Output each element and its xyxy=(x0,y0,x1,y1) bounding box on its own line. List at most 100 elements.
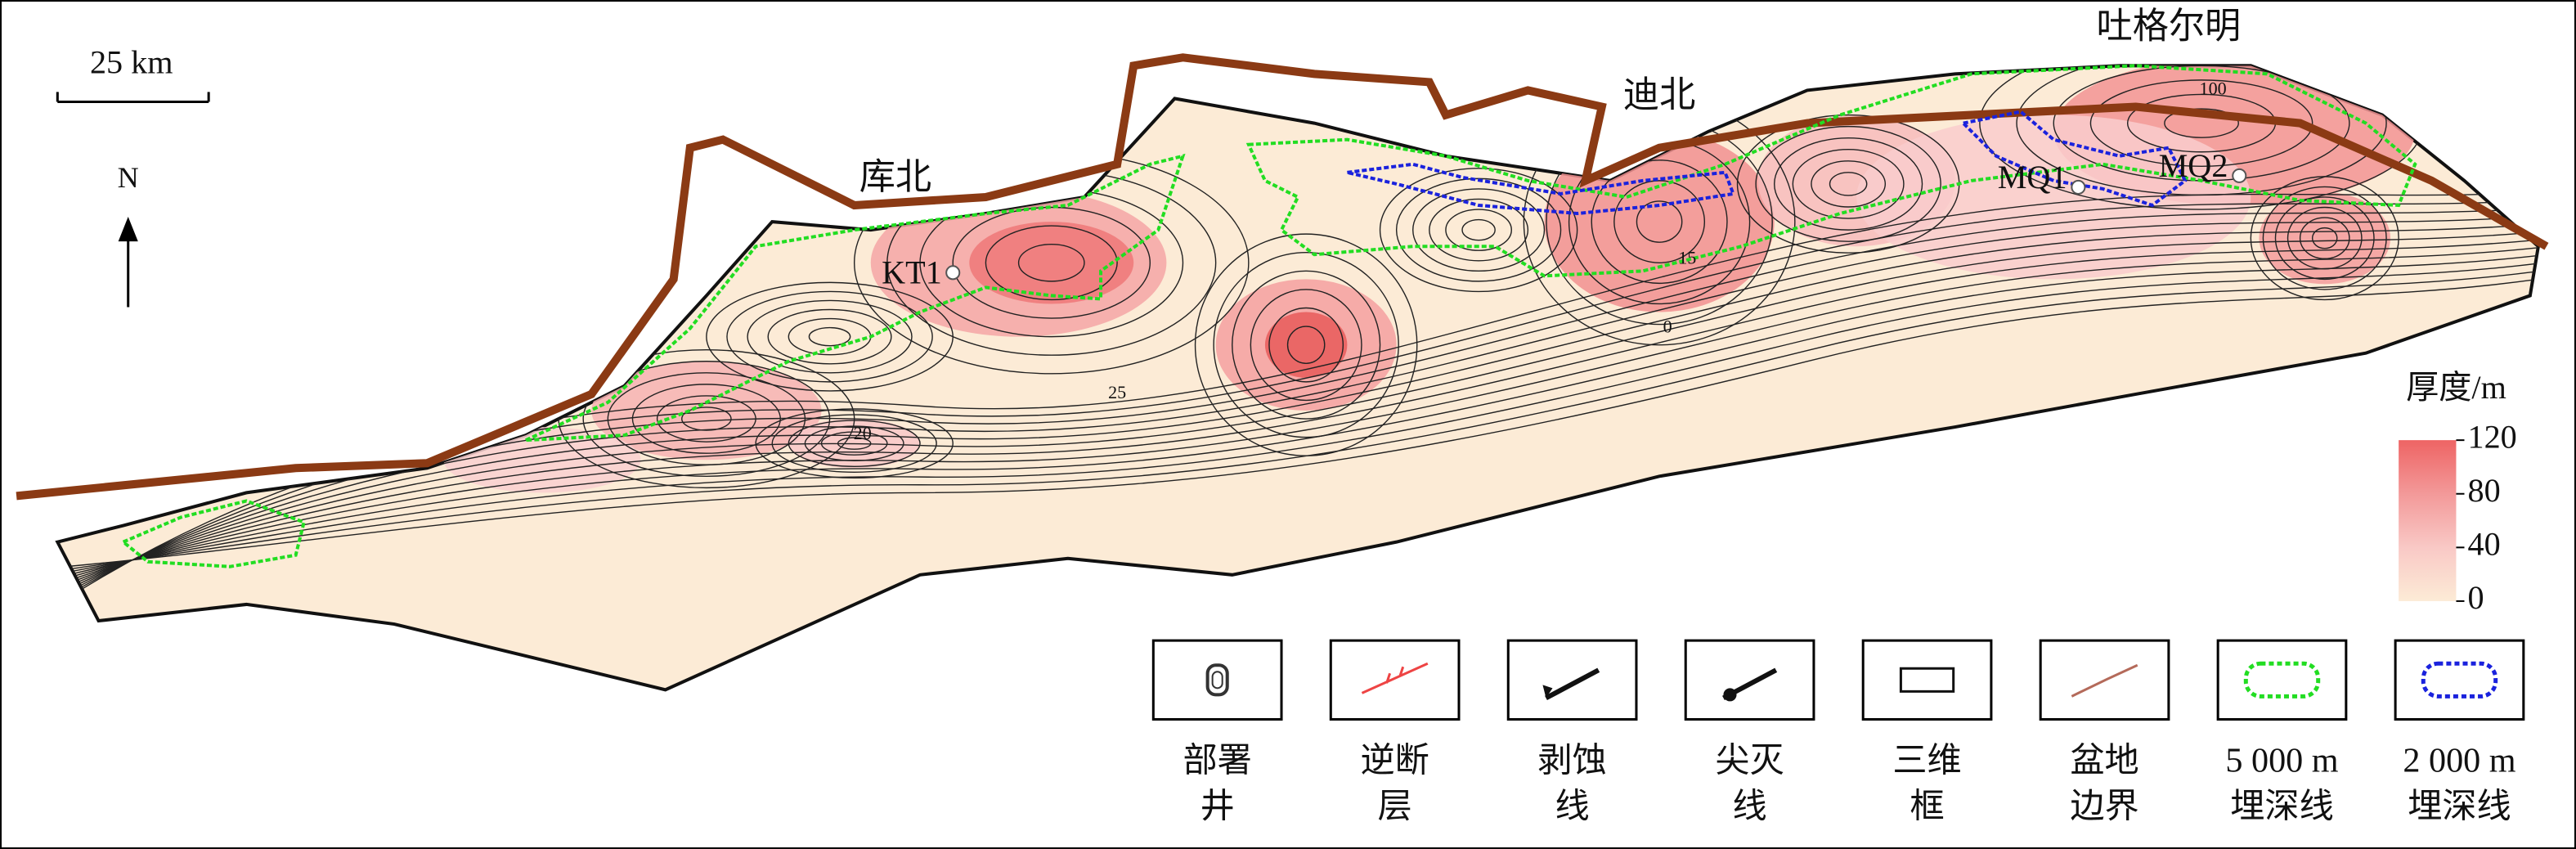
legend-label: 逆断 xyxy=(1360,741,1429,779)
contour-line xyxy=(65,278,2538,568)
legend-icon xyxy=(1542,685,1553,699)
contour-line xyxy=(755,408,954,479)
legend-label: 三维 xyxy=(1892,741,1961,779)
well-marker xyxy=(2232,168,2247,183)
contour-line xyxy=(726,290,933,383)
contour-line xyxy=(2164,108,2239,138)
contour-label: 0 xyxy=(1663,317,1672,337)
scale-label: 25 km xyxy=(90,44,173,81)
contour-label: 100 xyxy=(2200,79,2227,99)
contour-line xyxy=(1461,218,1496,241)
contour-label: 15 xyxy=(1678,247,1696,267)
place-label: 吐格尔明 xyxy=(2097,6,2242,46)
contour-line xyxy=(1811,160,1887,208)
contour-line xyxy=(1232,270,1381,420)
legend-label: 线 xyxy=(1733,788,1767,826)
contour-line xyxy=(1213,252,1399,438)
legend-icon xyxy=(1211,671,1223,690)
contour-line xyxy=(1250,289,1362,402)
contour-line xyxy=(808,326,851,347)
contour-line xyxy=(65,247,2538,579)
well-marker xyxy=(945,265,961,281)
legend-icon xyxy=(1545,667,1600,701)
map-body: 25 km N 库北 迪北 吐格尔明 KT1 MQ1 MQ2 100 25 15 0 20 厚度/m 1… xyxy=(16,6,2549,826)
legend-label: 剥蚀 xyxy=(1537,741,1606,779)
contour-line xyxy=(1829,172,1868,196)
thickness-zone xyxy=(1856,115,2251,280)
contour-line xyxy=(65,263,2538,573)
burial-2000-line xyxy=(1346,110,2188,216)
legend-label: 5 000 m xyxy=(2225,741,2338,779)
colorbar-tick-label: 80 xyxy=(2468,472,2501,509)
legend-label: 2 000 m xyxy=(2403,741,2515,779)
colorbar-tick-label: 120 xyxy=(2468,418,2517,455)
contour-line xyxy=(1792,149,1905,219)
contour-line xyxy=(1379,168,1578,293)
legend-label: 埋深线 xyxy=(2230,788,2334,826)
place-label: 库北 xyxy=(859,157,931,197)
contour-line xyxy=(65,254,2538,577)
colorbar-tick-label: 40 xyxy=(2468,526,2501,563)
legend-label: 尖灭 xyxy=(1715,741,1784,779)
legend-icon xyxy=(1361,662,1429,694)
colorbar xyxy=(2399,440,2457,601)
contour-line xyxy=(747,299,913,374)
contour-line xyxy=(1412,188,1546,272)
contour-line xyxy=(952,206,1151,319)
contour-line xyxy=(65,215,2538,591)
legend-icon xyxy=(1205,663,1229,697)
legend-label: 线 xyxy=(1555,788,1590,826)
contour-line xyxy=(65,239,2538,582)
legend-box xyxy=(2394,639,2525,721)
legend-box xyxy=(1329,639,1461,721)
thickness-zone xyxy=(969,222,1134,304)
colorbar-title: 厚度/m xyxy=(2406,369,2506,406)
north-label: N xyxy=(118,161,139,194)
contour-line xyxy=(1613,180,1706,263)
contour-line xyxy=(2299,217,2350,259)
contour-line xyxy=(767,308,892,365)
legend-label: 盆地 xyxy=(2070,741,2138,779)
contour-line xyxy=(1429,198,1529,262)
contour-line xyxy=(65,223,2538,588)
legend-box xyxy=(1861,639,1993,721)
legend-icon xyxy=(2421,661,2498,699)
well-label: MQ2 xyxy=(2159,147,2228,184)
contour-line xyxy=(2274,196,2375,281)
contour-line xyxy=(2311,227,2338,249)
legend-icon xyxy=(2243,661,2321,699)
contour-line xyxy=(1774,137,1923,231)
legend-box xyxy=(2216,639,2348,721)
contour-line xyxy=(65,231,2538,586)
colorbar-tick-label: 0 xyxy=(2468,579,2484,616)
well-label: KT1 xyxy=(882,254,942,291)
contour-line xyxy=(1755,125,1941,242)
contour-line xyxy=(1591,159,1728,285)
contour-line xyxy=(2089,79,2313,168)
north-arrowhead xyxy=(118,217,138,242)
legend-label: 框 xyxy=(1910,788,1944,826)
contour-line xyxy=(1017,243,1085,282)
contour-line xyxy=(985,225,1118,301)
legend-box xyxy=(1506,639,1638,721)
contour-line xyxy=(681,407,732,431)
contour-line xyxy=(1636,200,1683,243)
contour-label: 20 xyxy=(854,423,872,443)
burial-5000-line xyxy=(119,64,2417,568)
contour-label: 25 xyxy=(1108,382,1126,402)
thickness-zone xyxy=(1264,312,1348,378)
contour-line xyxy=(1286,326,1326,364)
legend-icon xyxy=(2071,663,2138,698)
contour-line xyxy=(65,271,2538,571)
thickness-zone xyxy=(2259,191,2391,285)
well-label: MQ1 xyxy=(1998,159,2067,195)
legend-label: 边界 xyxy=(2070,788,2138,826)
contour-line xyxy=(1445,209,1512,251)
thickness-zone xyxy=(591,361,822,460)
labels: 库北 迪北 吐格尔明 KT1 MQ1 MQ2 100 25 15 0 20 厚度/m 120 80 40 0 xyxy=(854,6,2517,616)
legend-icon xyxy=(1723,688,1737,702)
contour-line xyxy=(1268,307,1344,383)
